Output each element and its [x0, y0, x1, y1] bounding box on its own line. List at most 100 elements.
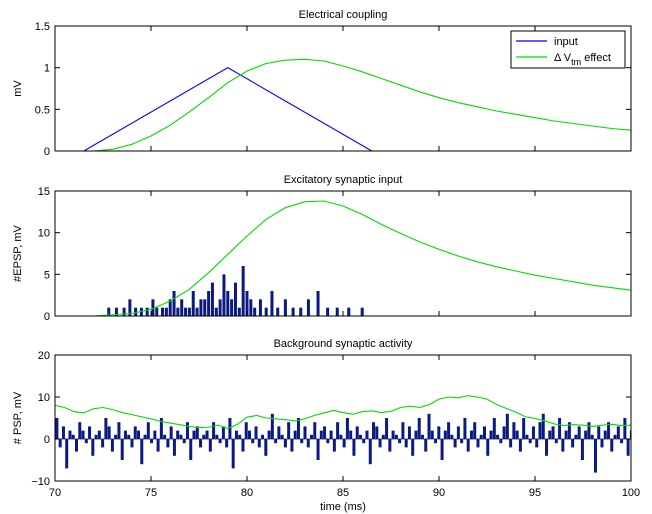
bar [306, 439, 310, 448]
bar [525, 434, 529, 439]
bar [577, 426, 581, 439]
bar [561, 439, 565, 452]
bar [156, 439, 160, 452]
bar [248, 430, 251, 439]
bar [205, 430, 209, 439]
bar [199, 439, 203, 448]
bar [574, 434, 578, 439]
bar [215, 434, 219, 439]
bar [299, 307, 303, 316]
bar [189, 439, 193, 460]
bar [293, 430, 297, 439]
x-tick-label: 80 [241, 487, 253, 499]
bar [120, 439, 124, 460]
bar [140, 439, 144, 465]
legend-label-suffix: effect [581, 52, 611, 64]
bar [558, 418, 562, 439]
bar [81, 430, 85, 439]
bar [420, 434, 424, 439]
bar [203, 299, 207, 316]
bar [643, 439, 646, 447]
bar [191, 291, 195, 316]
bar [283, 439, 287, 448]
bar [479, 434, 483, 439]
bar [230, 299, 234, 316]
bar [633, 439, 636, 464]
plot-data [55, 200, 631, 316]
bar [110, 439, 114, 452]
bar [226, 291, 230, 316]
bar [398, 439, 402, 444]
bar [192, 430, 196, 439]
bar [270, 291, 274, 316]
bar [587, 422, 591, 439]
legend-label-text: input [554, 36, 578, 48]
bar [466, 439, 470, 452]
x-axis-label: time (ms) [320, 501, 366, 513]
bar [78, 422, 82, 439]
bar [283, 299, 287, 316]
bar [264, 439, 268, 456]
bar [264, 307, 268, 316]
bar [176, 307, 180, 316]
bar [296, 418, 300, 439]
bar [339, 434, 343, 439]
bar [489, 430, 493, 439]
bar [629, 430, 631, 439]
bar [329, 430, 333, 439]
bar [143, 434, 147, 439]
bar [476, 439, 480, 448]
bar [613, 434, 617, 439]
bar [349, 430, 353, 439]
bar [326, 307, 330, 316]
bar [319, 430, 323, 439]
bar [417, 418, 421, 439]
bar [274, 439, 278, 444]
bar [270, 413, 274, 439]
bar [88, 426, 92, 439]
bar [241, 266, 245, 316]
bar [130, 439, 134, 448]
bar [505, 413, 509, 439]
bar [610, 439, 614, 452]
bar [155, 307, 159, 316]
bar [231, 439, 235, 469]
x-tick-label: 100 [622, 487, 640, 499]
bar [161, 307, 165, 316]
bar [567, 422, 571, 439]
bar [492, 418, 496, 439]
bar [280, 434, 284, 439]
bar [460, 439, 464, 444]
bar [372, 422, 376, 439]
bar [258, 299, 262, 316]
bar [414, 430, 418, 439]
bar [221, 426, 225, 439]
bar [381, 434, 385, 439]
bar [571, 439, 575, 448]
bar [168, 299, 172, 316]
bar [378, 439, 382, 448]
bar [202, 434, 206, 439]
bar [261, 434, 265, 439]
bar [538, 422, 542, 439]
bar [551, 426, 555, 439]
x-tick-label: 85 [337, 487, 349, 499]
bar [430, 430, 434, 439]
bar [440, 439, 444, 460]
bar [166, 439, 170, 448]
bar [238, 434, 242, 439]
plot-data [55, 58, 631, 151]
bar [127, 434, 131, 439]
bar [68, 430, 72, 439]
bar [447, 422, 451, 439]
bar [368, 439, 372, 465]
legend: input Δ Vtm effect [510, 30, 626, 69]
plot-area [55, 191, 631, 316]
bar [636, 426, 639, 439]
bar [375, 426, 379, 439]
bar [287, 422, 291, 439]
bar [58, 439, 62, 448]
bar [407, 426, 411, 439]
bar [355, 426, 359, 439]
